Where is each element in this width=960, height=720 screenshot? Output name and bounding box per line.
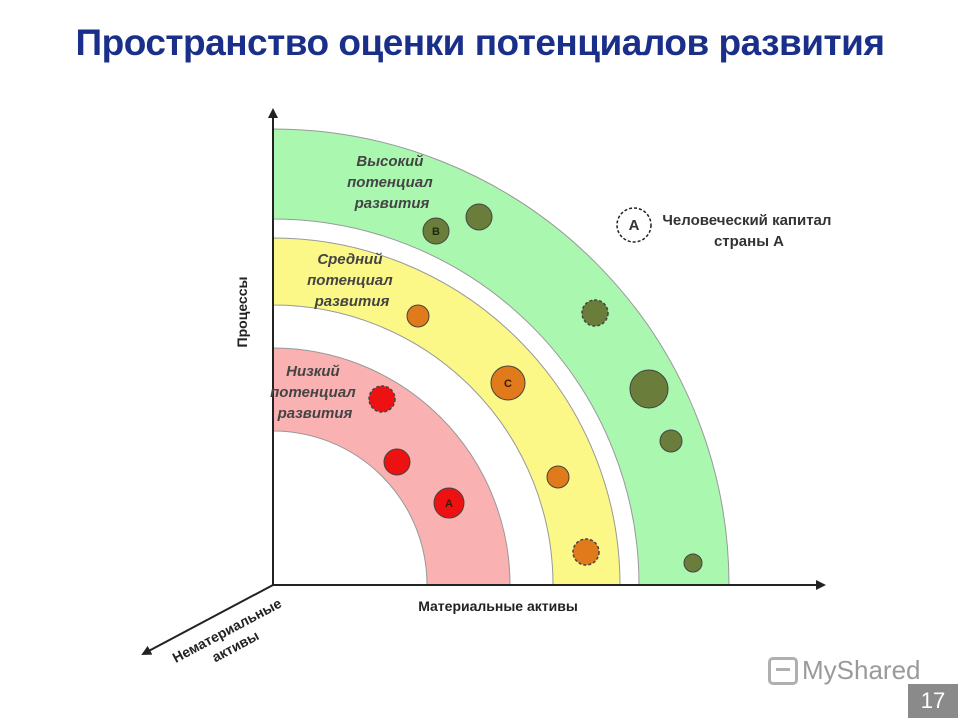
dots: B C A — [368, 203, 703, 573]
dot-circle — [383, 448, 411, 476]
medium-zone-label: Средний потенциал развития — [307, 251, 397, 310]
high-zone-label: Высокий потенциал развития — [347, 153, 437, 212]
dot-high — [683, 553, 703, 573]
dot-medium-dashed — [572, 538, 600, 566]
dot-circle — [406, 304, 430, 328]
legend: A Человеческий капитал страны А — [616, 207, 835, 250]
dot-low-dashed — [368, 385, 396, 413]
watermark-text: MyShared — [802, 655, 921, 685]
dot-medium — [406, 304, 430, 328]
watermark: MyShared — [768, 655, 921, 686]
dot-circle — [433, 487, 465, 519]
dot-circle — [422, 217, 450, 245]
legend-marker-letter: A — [629, 217, 640, 234]
page-number: 17 — [908, 684, 958, 718]
dot-circle — [629, 369, 669, 409]
dot-circle — [465, 203, 493, 231]
dot-circle — [546, 465, 570, 489]
dot-high-dashed — [581, 299, 609, 327]
dot-letter: C — [504, 378, 512, 390]
y-axis-label: Процессы — [234, 277, 250, 348]
dot-high-b: B — [422, 217, 450, 245]
dot-circle — [581, 299, 609, 327]
dot-circle — [659, 429, 683, 453]
dot-circle — [683, 553, 703, 573]
x-axis-label: Материальные активы — [418, 598, 578, 614]
dot-high-large — [629, 369, 669, 409]
presentation-icon — [768, 656, 798, 685]
legend-text: Человеческий капитал страны А — [662, 212, 835, 250]
dot-high — [465, 203, 493, 231]
dot-medium — [546, 465, 570, 489]
dot-low-a: A — [433, 487, 465, 519]
dot-medium-c: C — [490, 365, 526, 401]
dot-letter: B — [432, 226, 440, 238]
low-zone-label: Низкий потенциал развития — [270, 363, 360, 422]
z-axis — [141, 584, 274, 655]
dot-low — [383, 448, 411, 476]
dot-high — [659, 429, 683, 453]
dot-letter: A — [445, 498, 453, 510]
slide-title: Пространство оценки потенциалов развития — [75, 22, 885, 63]
dot-circle — [368, 385, 396, 413]
dot-circle — [490, 365, 526, 401]
dot-circle — [572, 538, 600, 566]
legend-marker — [616, 207, 652, 243]
